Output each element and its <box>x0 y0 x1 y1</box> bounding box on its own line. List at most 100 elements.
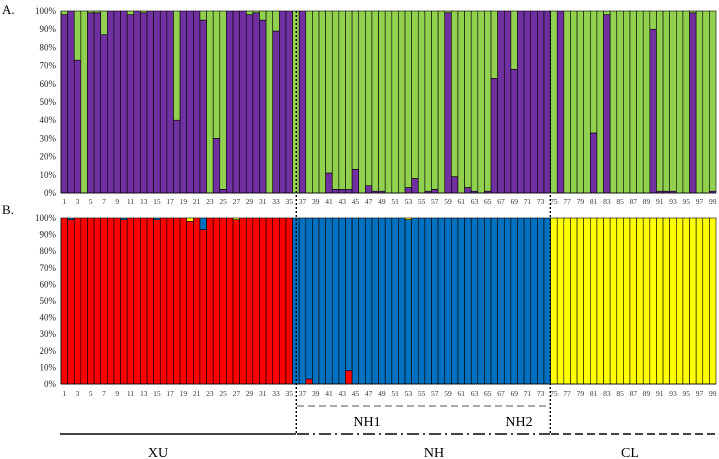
bar-segment <box>451 217 459 385</box>
x-tick-label: 97 <box>696 389 704 398</box>
x-tick-label: 87 <box>630 389 638 398</box>
bar-segment <box>298 10 307 194</box>
bar-segment <box>199 217 207 230</box>
bar-segment <box>87 10 95 14</box>
group-label-cl: CL <box>621 446 639 459</box>
bar-segment <box>589 10 598 134</box>
bar-segment <box>470 10 479 192</box>
bar-segment <box>351 10 360 170</box>
bar-segment <box>345 370 353 385</box>
bar-segment <box>457 10 465 194</box>
x-tick-label: 67 <box>497 389 505 398</box>
bar-segment <box>391 217 399 385</box>
x-tick-label: 19 <box>180 389 188 398</box>
bar-segment <box>437 10 446 194</box>
bar-segment <box>166 10 174 194</box>
bar-segment <box>378 10 386 192</box>
x-tick-label: 43 <box>338 197 346 206</box>
bar-segment <box>596 10 604 194</box>
bar-segment <box>173 217 181 385</box>
bar-segment <box>73 217 82 385</box>
x-tick-label: 87 <box>630 197 638 206</box>
bar-segment <box>616 217 624 385</box>
bar-segment <box>675 217 684 385</box>
bar-segment <box>444 10 452 14</box>
bar-segment <box>517 217 525 385</box>
bar-segment <box>345 189 353 194</box>
bar-segment <box>662 10 670 192</box>
bar-segment <box>199 10 207 21</box>
x-tick-label: 57 <box>431 197 439 206</box>
x-tick-label: 77 <box>563 389 571 398</box>
bar-segment <box>371 217 379 385</box>
bar-segment <box>351 169 360 194</box>
x-tick-label: 21 <box>193 389 201 398</box>
bar-segment <box>642 10 651 194</box>
bar-segment <box>431 217 439 385</box>
bar-segment <box>87 12 95 194</box>
bar-segment <box>550 217 558 385</box>
y-tick-label: 10% <box>40 170 57 180</box>
x-tick-label: 53 <box>405 389 413 398</box>
bar-segment <box>675 10 684 194</box>
bar-segment <box>695 217 704 385</box>
bar-segment <box>166 217 174 385</box>
bar-segment <box>398 217 406 385</box>
panel-b: B.0%10%20%30%40%50%60%70%80%90%100%1 3 5 7 9… <box>2 202 717 398</box>
bar-segment <box>616 10 624 194</box>
bar-segment <box>67 10 75 194</box>
y-tick-label: 80% <box>40 246 57 256</box>
bar-segment <box>583 10 591 194</box>
bar-segment <box>252 217 260 385</box>
y-tick-label: 80% <box>40 42 57 52</box>
x-tick-label: 1 <box>62 389 66 398</box>
bar-segment <box>682 217 690 385</box>
bar-segment <box>252 12 260 194</box>
x-tick-label: 41 <box>325 389 333 398</box>
bar-segment <box>431 10 439 190</box>
x-tick-label: 17 <box>166 389 174 398</box>
bar-segment <box>457 217 465 385</box>
x-tick-label: 9 <box>115 389 119 398</box>
x-tick-label: 59 <box>444 197 452 206</box>
bar-segment <box>365 185 373 194</box>
x-tick-label: 39 <box>312 389 320 398</box>
bar-segment <box>444 12 452 194</box>
bar-segment <box>345 217 353 372</box>
bar-segment <box>67 217 75 220</box>
y-tick-label: 0% <box>44 188 57 198</box>
bar-segment <box>193 217 201 385</box>
y-tick-label: 90% <box>40 230 57 240</box>
bar-segment <box>232 219 240 385</box>
bar-segment <box>556 10 565 194</box>
x-tick-label: 91 <box>656 197 664 206</box>
bar-segment <box>417 217 426 385</box>
bar-segment <box>537 217 545 385</box>
bar-segment <box>404 10 412 188</box>
bar-segment <box>60 10 68 15</box>
x-tick-label: 23 <box>206 197 214 206</box>
bar-segment <box>239 217 247 385</box>
bar-segment <box>603 10 611 15</box>
x-tick-label: 37 <box>299 389 307 398</box>
bar-segment <box>378 217 386 385</box>
bar-segment <box>305 217 313 380</box>
bar-segment <box>411 10 419 179</box>
bar-segment <box>212 10 221 139</box>
bar-segment <box>477 10 485 194</box>
x-tick-label: 81 <box>590 389 598 398</box>
bar-segment <box>133 10 141 194</box>
group-label-xu: XU <box>148 446 168 459</box>
x-tick-label: 85 <box>616 389 624 398</box>
bar-segment <box>609 10 618 194</box>
bar-segment <box>530 10 538 194</box>
x-tick-label: 71 <box>524 197 532 206</box>
x-tick-label: 23 <box>206 389 214 398</box>
bar-segment <box>100 217 108 385</box>
bar-segment <box>285 217 293 385</box>
bar-segment <box>384 217 393 385</box>
y-tick-label: 0% <box>44 379 57 389</box>
bar-segment <box>193 10 201 194</box>
bar-segment <box>490 10 498 79</box>
bar-segment <box>232 10 240 194</box>
